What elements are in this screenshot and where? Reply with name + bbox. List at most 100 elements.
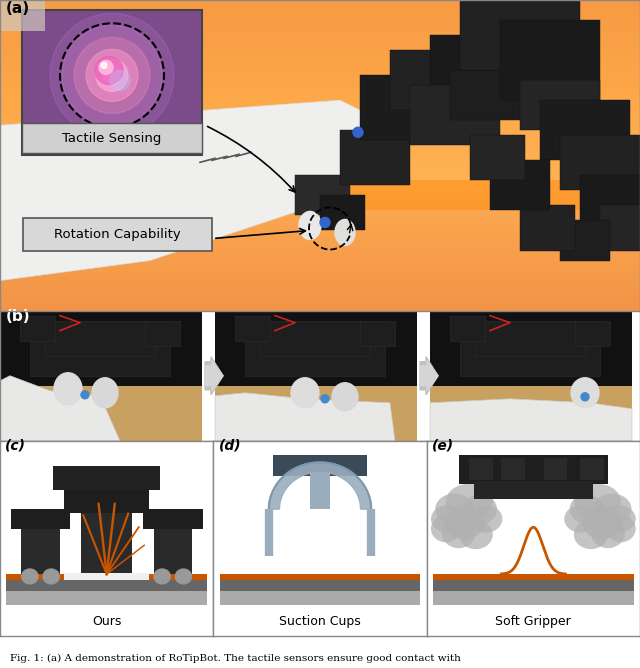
- Bar: [154, 525, 192, 574]
- Ellipse shape: [54, 373, 82, 405]
- Bar: [459, 454, 608, 484]
- Text: (e): (e): [432, 439, 454, 453]
- Text: (d): (d): [219, 439, 241, 453]
- Ellipse shape: [335, 219, 355, 245]
- Circle shape: [101, 62, 107, 68]
- Circle shape: [22, 569, 38, 584]
- Circle shape: [175, 569, 191, 584]
- Bar: [580, 458, 604, 480]
- Bar: [245, 321, 385, 375]
- Bar: [474, 481, 593, 500]
- Circle shape: [99, 60, 113, 74]
- Bar: [460, 321, 600, 375]
- Circle shape: [96, 59, 128, 92]
- Ellipse shape: [470, 505, 502, 532]
- Ellipse shape: [431, 515, 461, 542]
- Circle shape: [353, 127, 363, 137]
- Bar: [0, 311, 202, 441]
- Text: (c): (c): [5, 439, 26, 453]
- Bar: [540, 100, 630, 160]
- Circle shape: [43, 569, 60, 584]
- Bar: [500, 20, 600, 100]
- Bar: [6, 574, 207, 580]
- Bar: [450, 315, 485, 341]
- Bar: [30, 321, 170, 375]
- Ellipse shape: [582, 506, 621, 539]
- Bar: [22, 10, 202, 155]
- Bar: [340, 130, 410, 185]
- FancyArrow shape: [420, 357, 438, 395]
- FancyArrow shape: [205, 361, 223, 391]
- Bar: [575, 321, 610, 346]
- Bar: [360, 321, 395, 346]
- Bar: [475, 321, 585, 355]
- Text: (a): (a): [6, 1, 30, 16]
- Bar: [469, 458, 493, 480]
- Ellipse shape: [332, 383, 358, 411]
- Polygon shape: [0, 100, 400, 281]
- Circle shape: [50, 13, 174, 138]
- Bar: [235, 315, 270, 341]
- Ellipse shape: [463, 494, 497, 524]
- Bar: [215, 385, 417, 441]
- FancyArrow shape: [205, 357, 223, 395]
- Circle shape: [581, 393, 589, 401]
- Ellipse shape: [435, 494, 474, 525]
- Bar: [433, 591, 634, 605]
- Circle shape: [86, 49, 138, 102]
- Bar: [470, 135, 525, 180]
- Circle shape: [321, 395, 329, 403]
- Ellipse shape: [570, 494, 604, 524]
- Bar: [215, 311, 417, 385]
- Polygon shape: [0, 375, 120, 441]
- Ellipse shape: [442, 517, 476, 548]
- Ellipse shape: [446, 506, 484, 539]
- Circle shape: [110, 70, 130, 90]
- Bar: [501, 458, 525, 480]
- Ellipse shape: [459, 520, 493, 549]
- Bar: [580, 175, 640, 230]
- Bar: [215, 311, 417, 441]
- Text: Suction Cups: Suction Cups: [279, 615, 361, 628]
- Bar: [45, 321, 155, 355]
- Bar: [310, 472, 330, 509]
- Ellipse shape: [593, 494, 632, 525]
- Bar: [433, 580, 634, 591]
- FancyBboxPatch shape: [23, 218, 212, 250]
- Polygon shape: [215, 393, 395, 441]
- Circle shape: [81, 391, 89, 399]
- Bar: [430, 385, 632, 441]
- Bar: [430, 311, 632, 385]
- Bar: [295, 175, 350, 215]
- FancyArrow shape: [420, 361, 438, 391]
- Bar: [81, 506, 132, 574]
- Bar: [520, 205, 575, 250]
- Bar: [21, 525, 60, 574]
- Polygon shape: [269, 462, 371, 509]
- Bar: [430, 35, 530, 90]
- Ellipse shape: [431, 505, 465, 532]
- Bar: [460, 0, 580, 70]
- Ellipse shape: [446, 484, 493, 519]
- Bar: [220, 591, 420, 605]
- Circle shape: [95, 56, 123, 84]
- Text: Ours: Ours: [92, 615, 122, 628]
- Bar: [433, 574, 634, 580]
- Ellipse shape: [591, 517, 625, 548]
- Text: Rotation Capability: Rotation Capability: [54, 228, 180, 241]
- Ellipse shape: [571, 378, 599, 407]
- Bar: [0, 385, 202, 441]
- Bar: [273, 454, 367, 476]
- Bar: [6, 580, 207, 591]
- Text: Tactile Sensing: Tactile Sensing: [62, 132, 162, 145]
- Bar: [544, 458, 568, 480]
- Circle shape: [320, 218, 330, 227]
- Ellipse shape: [574, 520, 608, 549]
- Ellipse shape: [92, 378, 118, 407]
- Bar: [520, 80, 600, 130]
- Bar: [600, 205, 640, 250]
- Ellipse shape: [602, 505, 636, 532]
- Bar: [560, 135, 640, 190]
- Text: (b): (b): [6, 309, 31, 323]
- Bar: [390, 50, 500, 110]
